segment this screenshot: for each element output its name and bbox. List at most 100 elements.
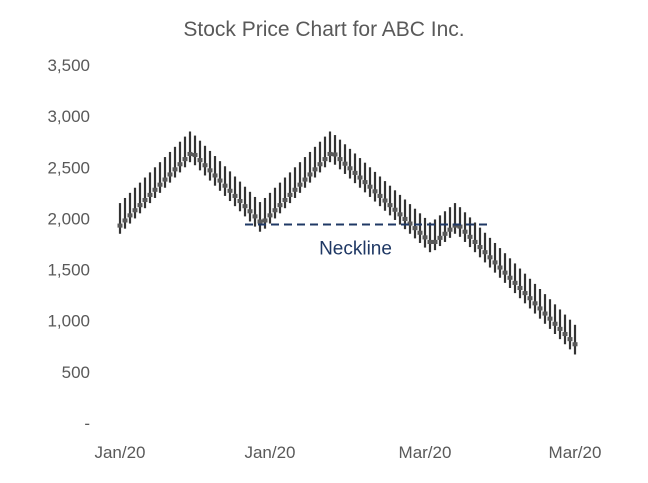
x-tick-label: Jan/20 bbox=[94, 443, 145, 462]
candle bbox=[492, 242, 498, 273]
candle bbox=[252, 196, 258, 227]
candle-body bbox=[357, 175, 363, 180]
candle bbox=[347, 148, 353, 179]
candle bbox=[222, 166, 228, 196]
candle bbox=[317, 141, 323, 173]
candle-body bbox=[322, 157, 328, 162]
candle-body bbox=[447, 227, 453, 232]
candle-body bbox=[412, 226, 418, 231]
candle-body bbox=[427, 239, 433, 244]
y-tick-label: 3,500 bbox=[47, 56, 90, 75]
candle bbox=[287, 172, 293, 204]
candle bbox=[562, 314, 568, 345]
candle bbox=[147, 172, 153, 204]
candle bbox=[177, 141, 183, 173]
candle-body bbox=[522, 291, 528, 296]
candle bbox=[457, 207, 463, 237]
candle bbox=[232, 176, 238, 207]
candle-body bbox=[407, 221, 413, 226]
candle bbox=[242, 186, 248, 217]
candle bbox=[442, 211, 448, 242]
candle bbox=[257, 202, 263, 232]
candle-body bbox=[367, 184, 373, 189]
candle-body bbox=[177, 162, 183, 167]
y-axis: - 500 1,000 1,500 2,000 2,500 3,000 3,500 bbox=[47, 56, 90, 433]
candle-body bbox=[152, 187, 158, 192]
candle bbox=[117, 203, 123, 234]
candle bbox=[157, 162, 163, 193]
candle-body bbox=[492, 260, 498, 265]
candle-body bbox=[277, 203, 283, 208]
candle-body bbox=[117, 223, 123, 228]
candle-body bbox=[267, 213, 273, 218]
candle-body bbox=[142, 197, 148, 203]
candle bbox=[322, 136, 328, 168]
candle-body bbox=[272, 208, 278, 213]
candle-body bbox=[457, 224, 463, 229]
candle bbox=[477, 227, 483, 258]
candle bbox=[277, 182, 283, 214]
neckline-label: Neckline bbox=[319, 239, 392, 260]
candle bbox=[272, 187, 278, 219]
candle-body bbox=[472, 239, 478, 244]
candle bbox=[447, 207, 453, 238]
candle-body bbox=[437, 235, 443, 240]
candle-body bbox=[242, 204, 248, 209]
candle bbox=[282, 177, 288, 209]
candle bbox=[237, 181, 243, 212]
candle bbox=[417, 213, 423, 243]
candles bbox=[117, 131, 578, 355]
candle-body bbox=[507, 275, 513, 280]
candle-body bbox=[162, 177, 168, 182]
candle-body bbox=[217, 178, 223, 183]
candle-body bbox=[382, 198, 388, 203]
candle bbox=[152, 167, 158, 198]
candle bbox=[182, 136, 188, 168]
candle bbox=[512, 263, 518, 294]
candle-body bbox=[517, 285, 523, 291]
candle bbox=[217, 161, 223, 191]
candle bbox=[332, 135, 338, 165]
candle-body bbox=[247, 209, 253, 214]
candle bbox=[557, 309, 563, 340]
candle-body bbox=[377, 193, 383, 198]
candle-body bbox=[432, 239, 438, 244]
candle bbox=[372, 171, 378, 202]
candle-body bbox=[572, 342, 578, 347]
candle-body bbox=[402, 216, 408, 221]
candle-body bbox=[487, 255, 493, 260]
candle bbox=[327, 131, 333, 163]
candle bbox=[292, 167, 298, 198]
candle bbox=[362, 162, 368, 193]
annotations: Neckline bbox=[245, 223, 490, 260]
candle-body bbox=[297, 182, 303, 187]
candle-body bbox=[302, 177, 308, 182]
candle bbox=[192, 135, 198, 166]
candle bbox=[467, 217, 473, 248]
candle-body bbox=[127, 213, 133, 218]
candle-body bbox=[317, 162, 323, 167]
candle-body bbox=[452, 223, 458, 228]
candle bbox=[167, 151, 173, 183]
candle-body bbox=[352, 170, 358, 175]
candle-body bbox=[417, 230, 423, 235]
y-tick-label: 1,500 bbox=[47, 261, 90, 280]
candle bbox=[337, 139, 343, 170]
y-tick-label: 1,000 bbox=[47, 312, 90, 331]
candle bbox=[162, 157, 168, 188]
candle bbox=[387, 185, 393, 216]
candle bbox=[367, 167, 373, 197]
candle-body bbox=[332, 152, 338, 157]
candle bbox=[142, 177, 148, 209]
candle bbox=[382, 181, 388, 211]
candle-body bbox=[187, 151, 193, 157]
candle bbox=[422, 217, 428, 248]
candle bbox=[502, 253, 508, 283]
candle-body bbox=[387, 203, 393, 208]
x-tick-label: Mar/20 bbox=[549, 443, 602, 462]
candle-body bbox=[467, 234, 473, 239]
candle bbox=[537, 289, 543, 319]
candle-body bbox=[567, 337, 573, 342]
candle-body bbox=[147, 192, 153, 197]
